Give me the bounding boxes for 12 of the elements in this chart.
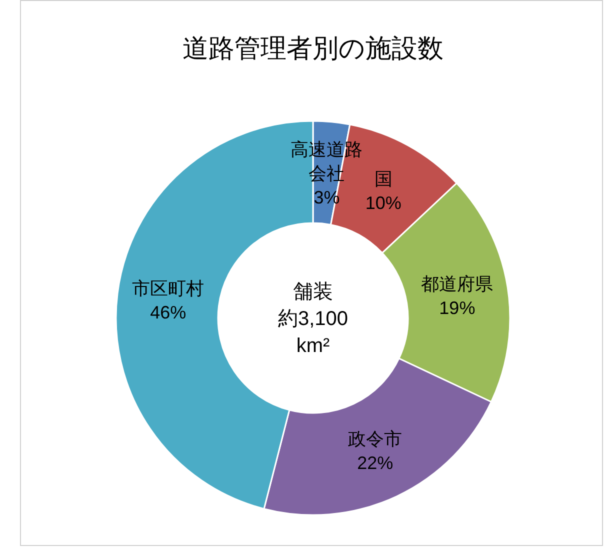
slice-label: 都道府県 (421, 274, 494, 294)
slice-label: 政令市 (348, 429, 402, 450)
text: 約3,100 (278, 308, 348, 330)
text: 舗装 (293, 281, 333, 303)
data-label: 10% (365, 193, 402, 214)
slice-label: 市区町村 (132, 278, 204, 299)
text: km² (296, 335, 330, 357)
slice-label: 国 (374, 169, 392, 190)
data-label: 46% (150, 302, 186, 323)
chart-title: 道路管理者別の施設数 (182, 33, 444, 63)
data-label: 22% (357, 453, 394, 474)
data-label: 19% (439, 298, 476, 318)
